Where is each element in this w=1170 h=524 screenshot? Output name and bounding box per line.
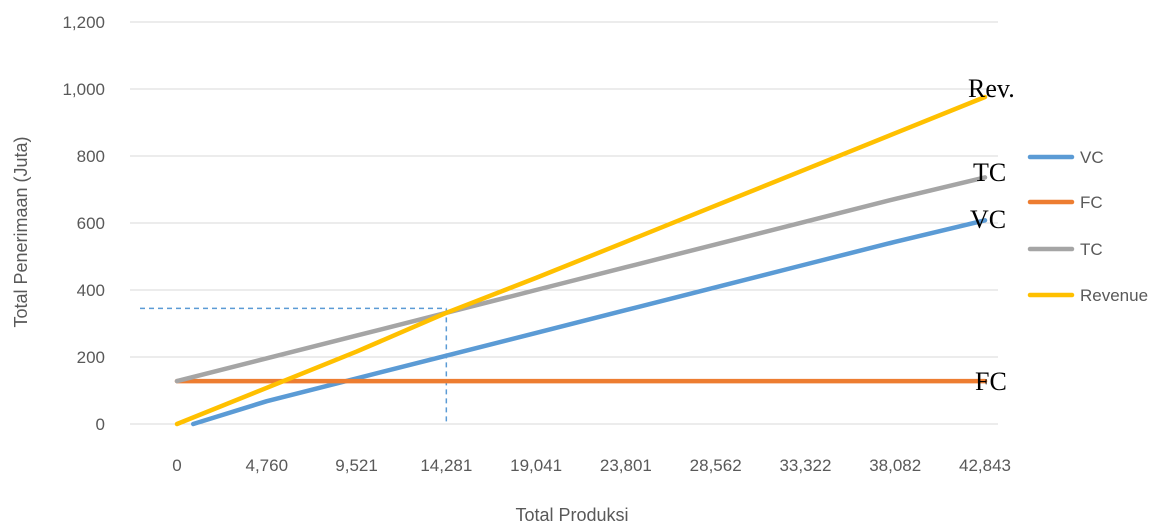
x-tick-label: 9,521 <box>335 456 378 475</box>
y-tick-labels: 0 200 400 600 800 1,000 1,200 <box>62 13 105 434</box>
series-line-revenue <box>174 94 988 427</box>
y-tick-label: 0 <box>96 415 105 434</box>
line-annotations: Rev. TC VC FC <box>968 74 1015 396</box>
legend-label-revenue: Revenue <box>1080 286 1148 305</box>
annotation-vc: VC <box>970 205 1006 234</box>
x-tick-label: 28,562 <box>690 456 742 475</box>
legend-label-tc: TC <box>1080 240 1103 259</box>
y-tick-label: 1,000 <box>62 80 105 99</box>
x-axis-title: Total Produksi <box>515 505 628 524</box>
series-line-tc <box>174 175 988 384</box>
annotation-tc: TC <box>973 158 1006 187</box>
series-line-vc <box>190 218 988 427</box>
x-tick-label: 19,041 <box>510 456 562 475</box>
break-even-guides <box>140 307 448 424</box>
y-tick-label: 400 <box>77 281 105 300</box>
x-tick-label: 38,082 <box>869 456 921 475</box>
x-tick-label: 4,760 <box>246 456 289 475</box>
x-tick-label: 42,843 <box>959 456 1011 475</box>
x-tick-label: 0 <box>172 456 181 475</box>
y-tick-label: 800 <box>77 147 105 166</box>
legend-label-vc: VC <box>1080 148 1104 167</box>
y-tick-label: 1,200 <box>62 13 105 32</box>
x-tick-labels: 0 4,760 9,521 14,281 19,041 23,801 28,562 33,32… <box>172 456 1011 475</box>
legend: VC FC TC Revenue <box>1027 148 1148 305</box>
x-tick-label: 33,322 <box>779 456 831 475</box>
legend-label-fc: FC <box>1080 193 1103 212</box>
annotation-revenue: Rev. <box>968 74 1015 103</box>
gridlines <box>130 21 998 425</box>
annotation-fc: FC <box>975 367 1007 396</box>
series-lines <box>174 94 988 427</box>
x-tick-label: 23,801 <box>600 456 652 475</box>
y-tick-label: 600 <box>77 214 105 233</box>
y-tick-label: 200 <box>77 348 105 367</box>
y-axis-title: Total Penerimaan (Juta) <box>11 136 31 327</box>
x-tick-label: 14,281 <box>420 456 472 475</box>
